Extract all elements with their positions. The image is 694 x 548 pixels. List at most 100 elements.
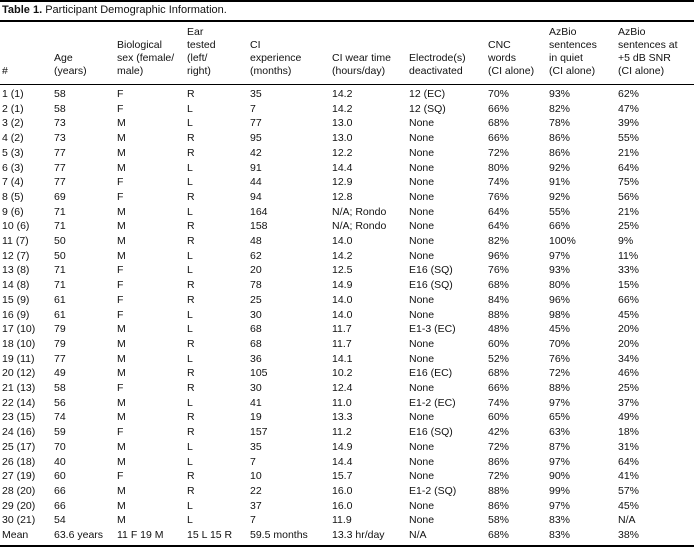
table-cell: 105 <box>250 367 268 380</box>
table-cell: E1-2 (EC) <box>409 396 456 409</box>
table-cell: 91% <box>549 176 571 189</box>
column-header-1: Age (years) <box>52 21 115 85</box>
table-cell: 7 (4) <box>2 176 24 189</box>
table-cell: None <box>409 499 435 512</box>
table-cell: R <box>187 411 195 424</box>
table-cell: 26 (18) <box>2 455 36 468</box>
table-cell: None <box>409 411 435 424</box>
table-cell: 82% <box>488 235 510 248</box>
table-cell: M <box>117 352 126 365</box>
table-cell: Mean <box>2 529 29 542</box>
table-cell: E16 (SQ) <box>409 264 453 277</box>
table-cell: 37 <box>250 499 262 512</box>
table-cell: 28 (20) <box>2 484 36 497</box>
table-cell: 94 <box>250 190 262 203</box>
table-cell: 27 (19) <box>2 470 36 483</box>
table-cell: 73 <box>54 117 66 130</box>
table-cell: E16 (SQ) <box>409 279 453 292</box>
table-row: 18 (10) 79 M R 68 11.7 None 60% 70% 20% <box>0 337 694 352</box>
table-cell: 15% <box>618 279 640 292</box>
table-cell: 66% <box>488 102 510 115</box>
table-caption-label: Table 1. <box>2 4 43 16</box>
table-cell: None <box>409 308 435 321</box>
table-cell: 13 (8) <box>2 264 30 277</box>
table-cell: M <box>117 161 126 174</box>
table-cell: 68% <box>488 529 510 542</box>
table-cell: 68 <box>250 323 262 336</box>
table-cell: 48% <box>488 323 510 336</box>
table-cell: 86% <box>488 499 510 512</box>
table-cell: L <box>187 514 193 527</box>
table-cell: 33% <box>618 264 640 277</box>
table-cell: 14.4 <box>332 455 353 468</box>
table-cell: 71 <box>54 220 66 233</box>
table-cell: F <box>117 293 124 306</box>
column-header-0: # <box>0 21 52 85</box>
table-cell: 12 (EC) <box>409 88 446 100</box>
table-cell: 97% <box>549 396 571 409</box>
table-cell: R <box>187 337 195 350</box>
column-header-9: AzBio sentences at +5 dB SNR (CI alone) <box>616 21 694 85</box>
table-cell: 12.2 <box>332 146 353 159</box>
table-row: 5 (3) 77 M R 42 12.2 None 72% 86% 21% <box>0 146 694 161</box>
table-cell: 59.5 months <box>250 529 308 542</box>
table-cell: 77 <box>250 117 262 130</box>
table-cell: None <box>409 146 435 159</box>
table-cell: 13.3 hr/day <box>332 529 385 542</box>
table-cell: 79 <box>54 323 66 336</box>
table-cell: R <box>187 146 195 159</box>
table-cell: 58% <box>488 514 510 527</box>
table-cell: E1-3 (EC) <box>409 323 456 336</box>
table-cell: 64% <box>618 161 640 174</box>
table-cell: 22 <box>250 484 262 497</box>
table-cell: 164 <box>250 205 268 218</box>
table-cell: None <box>409 514 435 527</box>
table-cell: 52% <box>488 352 510 365</box>
table-cell: 41 <box>250 396 262 409</box>
table-cell: None <box>409 440 435 453</box>
table-cell: 77 <box>54 176 66 189</box>
table-cell: 76% <box>488 190 510 203</box>
table-cell: 62 <box>250 249 262 262</box>
table-cell: 66 <box>54 484 66 497</box>
table-cell: 66% <box>488 382 510 395</box>
table-cell: 77 <box>54 146 66 159</box>
table-cell: 90% <box>549 470 571 483</box>
table-cell: 86% <box>488 455 510 468</box>
table-row: 30 (21) 54 M L 7 11.9 None 58% 83% N/A <box>0 513 694 528</box>
table-cell: 16 (9) <box>2 308 30 321</box>
table-cell: 158 <box>250 220 268 233</box>
table-cell: 1 (1) <box>2 88 24 100</box>
table-cell: F <box>117 279 124 292</box>
column-header-6: Electrode(s) deactivated <box>407 21 486 85</box>
table-cell: 55% <box>549 205 571 218</box>
table-cell: 9% <box>618 235 634 248</box>
table-cell: 70% <box>549 337 571 350</box>
table-cell: None <box>409 455 435 468</box>
table-cell: 77 <box>54 352 66 365</box>
table-cell: 60 <box>54 470 66 483</box>
table-cell: 88% <box>488 484 510 497</box>
table-cell: N/A <box>409 529 427 542</box>
table-cell: F <box>117 426 124 439</box>
table-cell: 10 <box>250 470 262 483</box>
table-cell: 37% <box>618 396 640 409</box>
table-cell: 66% <box>618 293 640 306</box>
table-cell: 68% <box>488 279 510 292</box>
table-cell: 76% <box>549 352 571 365</box>
table-cell: 87% <box>549 440 571 453</box>
table-cell: 3 (2) <box>2 117 24 130</box>
table-cell: N/A <box>618 514 636 527</box>
table-cell: M <box>117 337 126 350</box>
table-cell: 57% <box>618 484 640 497</box>
column-header-3: Ear tested (left/ right) <box>185 21 248 85</box>
table-cell: 83% <box>549 529 571 542</box>
table-cell: 14.0 <box>332 235 353 248</box>
table-row: 24 (16) 59 F R 157 11.2 E16 (SQ) 42% 63% 18% <box>0 425 694 440</box>
table-row: 2 (1) 58 F L 7 14.2 12 (SQ) 66% 82% 47% <box>0 102 694 117</box>
table-cell: None <box>409 235 435 248</box>
table-row: 7 (4) 77 F L 44 12.9 None 74% 91% 75% <box>0 175 694 190</box>
table-cell: R <box>187 470 195 483</box>
table-cell: 66% <box>488 132 510 145</box>
